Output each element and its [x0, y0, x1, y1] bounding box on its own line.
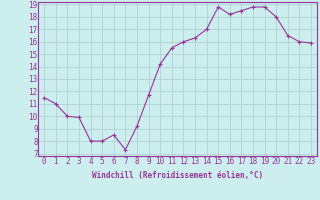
X-axis label: Windchill (Refroidissement éolien,°C): Windchill (Refroidissement éolien,°C) — [92, 171, 263, 180]
